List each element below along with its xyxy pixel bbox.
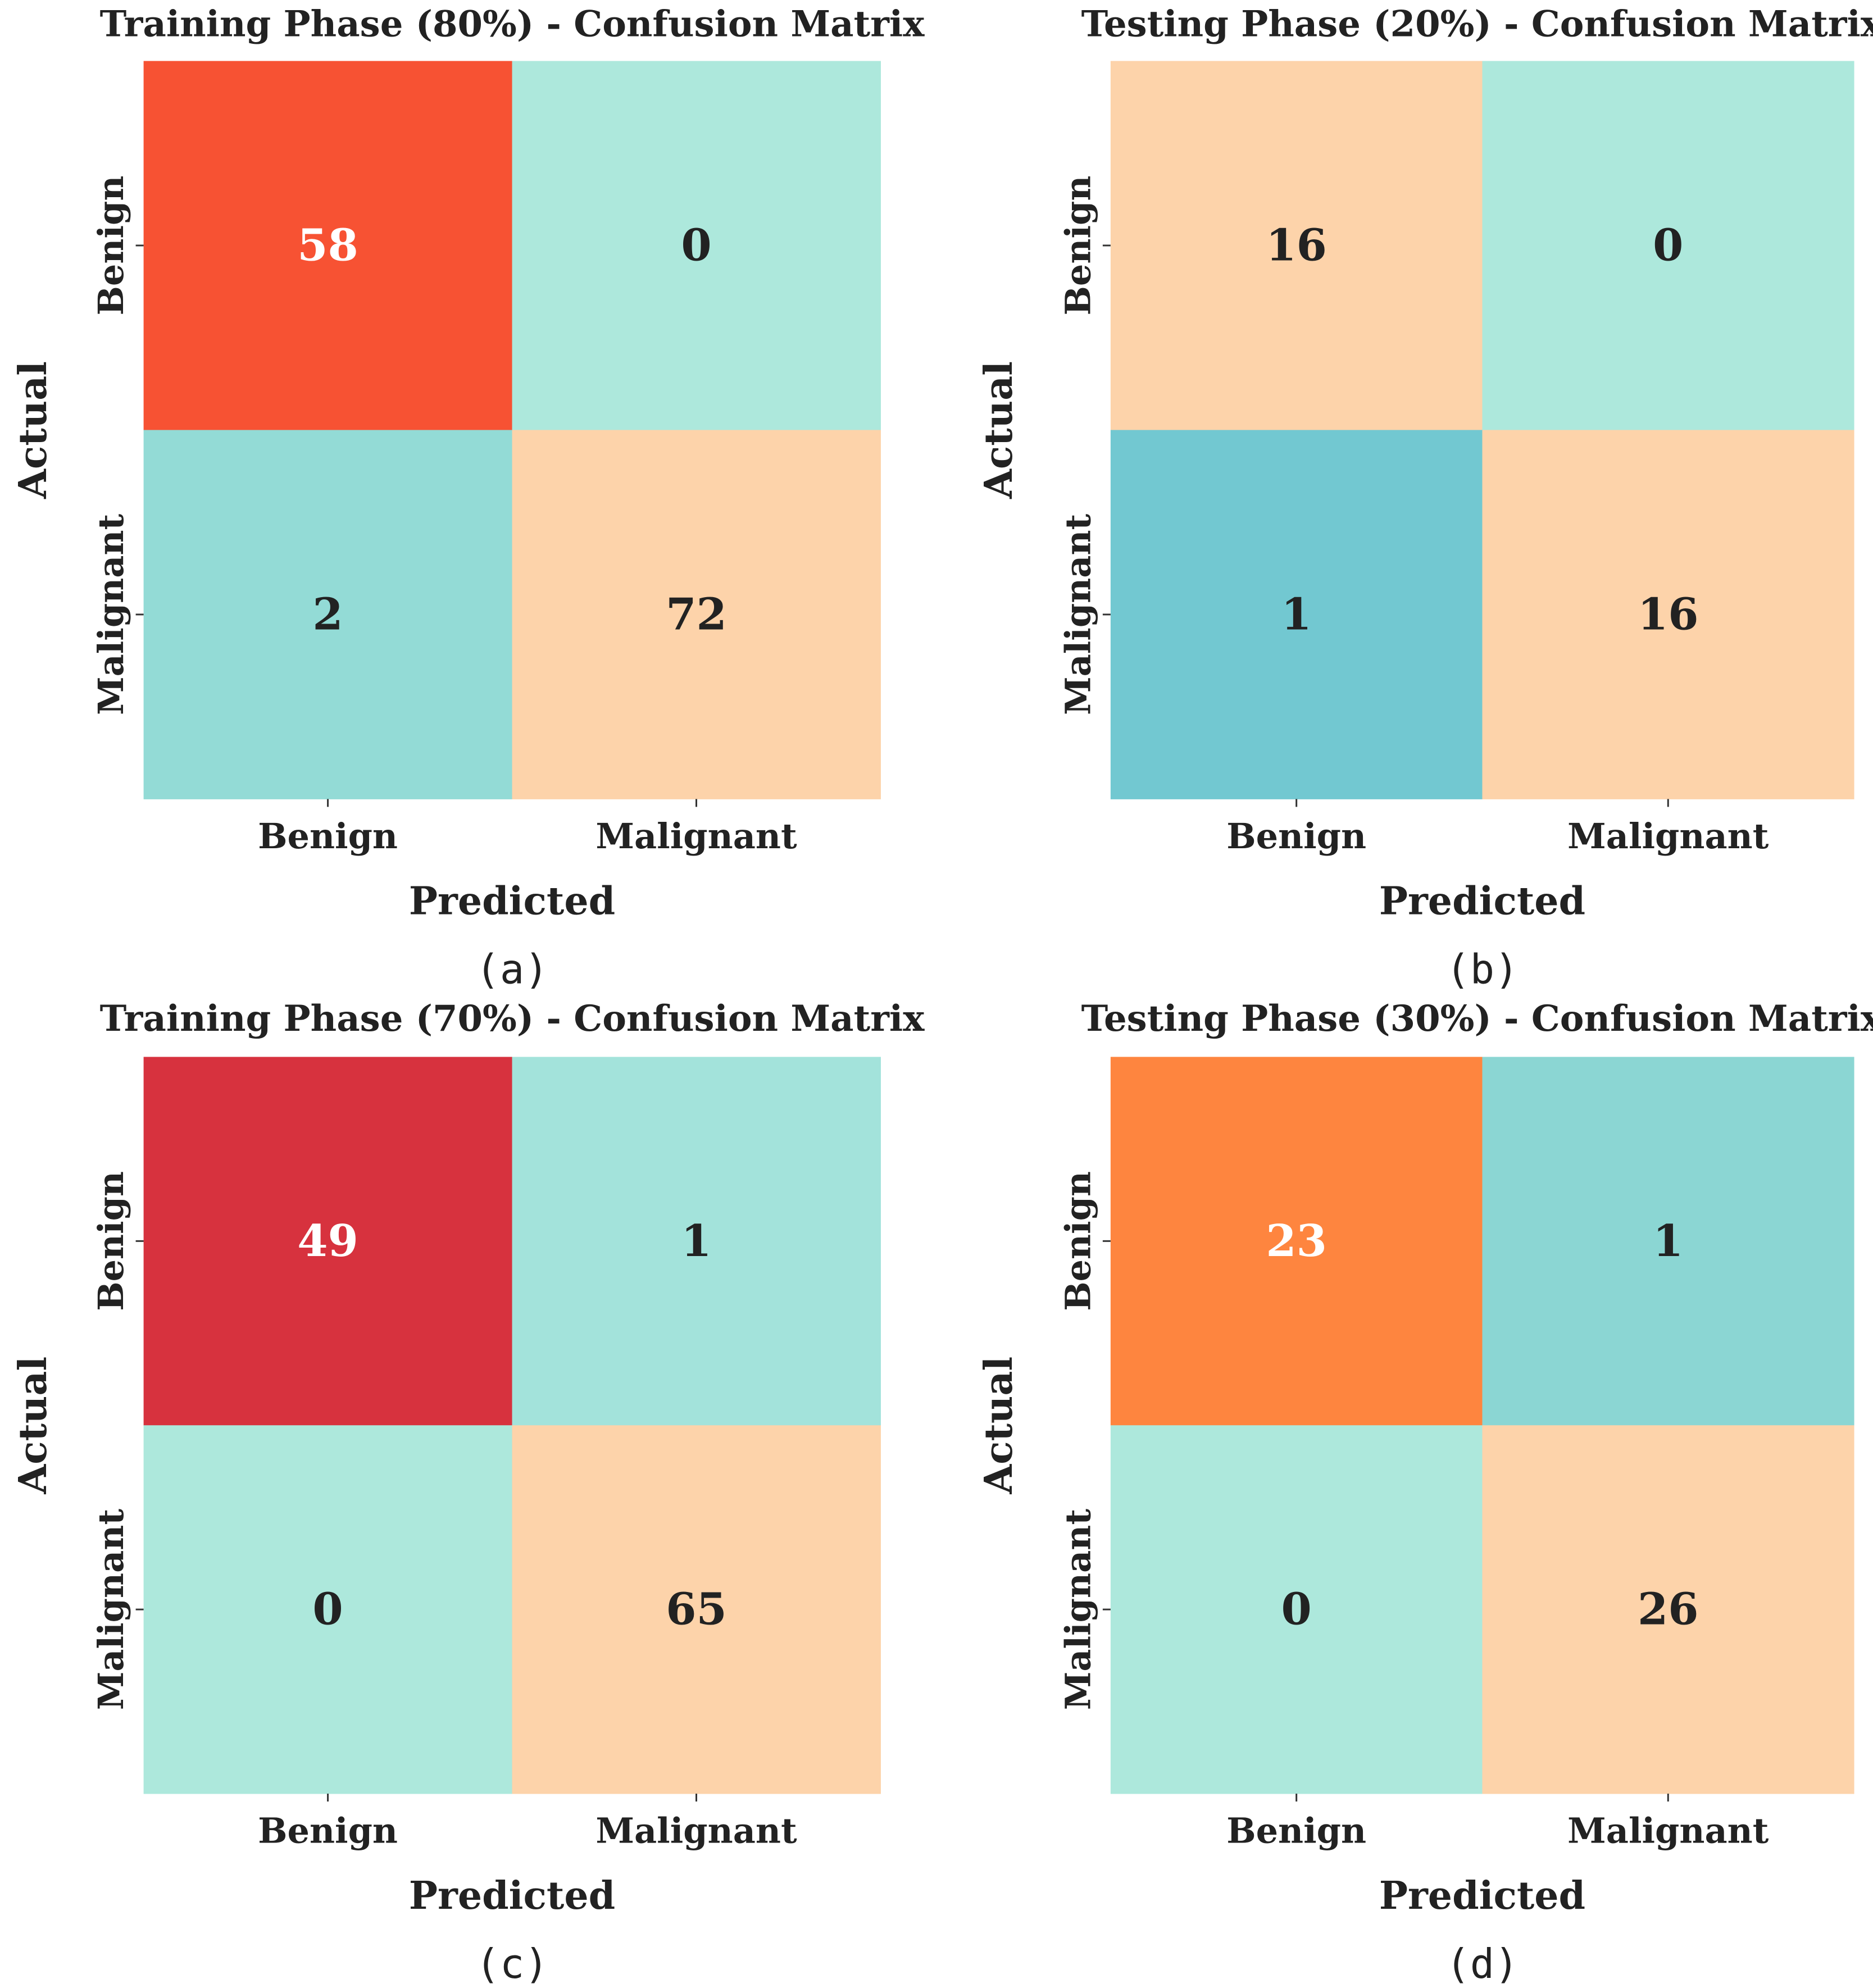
panel-a-caption: (a): [476, 945, 549, 993]
panel-b-ytick-label-0: Benign: [1057, 176, 1098, 316]
panel-d-xlabel: Predicted: [1379, 1873, 1585, 1918]
panel-c-ytick-label-0: Benign: [90, 1171, 131, 1311]
panel-c-xlabel: Predicted: [409, 1873, 615, 1918]
panel-b-title: Testing Phase (20%) - Confusion Matrix: [1081, 3, 1873, 45]
panel-c-cell-0-0: [143, 1057, 513, 1426]
panel-b-cell-0-1: [1482, 61, 1854, 430]
panel-d-ytick-label-0: Benign: [1057, 1171, 1098, 1311]
panel-a-value-0-1: 0: [681, 220, 711, 271]
panel-b-xtick-label-1: Malignant: [1567, 816, 1769, 857]
panel-c-ylabel: Actual: [11, 1357, 56, 1495]
panel-b-value-1-1: 16: [1638, 589, 1699, 640]
panel-a-value-0-0: 58: [297, 220, 358, 271]
panel-b-value-0-0: 16: [1266, 220, 1327, 271]
panel-c-caption: (c): [476, 1940, 549, 1987]
panel-b-xlabel: Predicted: [1379, 879, 1585, 924]
panel-d-xtick-label-0: Benign: [1226, 1810, 1366, 1851]
panel-c-xtick-label-1: Malignant: [595, 1810, 797, 1851]
panel-d-value-1-1: 26: [1638, 1584, 1699, 1635]
panel-d-cell-1-0: [1110, 1425, 1483, 1794]
panel-d-value-0-0: 23: [1266, 1216, 1327, 1267]
panel-b-value-0-1: 0: [1653, 220, 1683, 271]
panel-b-xtick-label-0: Benign: [1226, 816, 1366, 857]
panel-d-ylabel: Actual: [976, 1357, 1021, 1495]
panel-b-value-1-0: 1: [1281, 589, 1312, 640]
panel-a-cell-0-0: [143, 61, 513, 430]
panel-c-cell-1-0: [143, 1425, 513, 1794]
panel-a-cell-1-1: [512, 430, 881, 799]
panel-c-ytick-label-1: Malignant: [90, 1509, 131, 1711]
panel-b-ytick-label-1: Malignant: [1057, 513, 1098, 715]
panel-c-value-0-1: 1: [681, 1216, 711, 1267]
panel-a-xtick-label-1: Malignant: [595, 816, 797, 857]
panel-a-cell-1-0: [143, 430, 513, 799]
panel-a-title: Training Phase (80%) - Confusion Matrix: [100, 3, 925, 45]
panel-a-ytick-label-0: Benign: [90, 176, 131, 316]
panel-b-cell-1-1: [1482, 430, 1854, 799]
panel-a-ytick-label-1: Malignant: [90, 513, 131, 715]
panel-d-value-1-0: 0: [1281, 1584, 1312, 1635]
panel-c-value-1-0: 0: [312, 1584, 343, 1635]
panel-c-cell-1-1: [512, 1425, 881, 1794]
panel-d-xtick-label-1: Malignant: [1567, 1810, 1769, 1851]
panel-d-caption: (d): [1445, 1940, 1519, 1987]
panel-c-cell-0-1: [512, 1057, 881, 1426]
panel-c-xtick-label-0: Benign: [258, 1810, 398, 1851]
panel-a-xlabel: Predicted: [409, 879, 615, 924]
panel-a-xtick-label-0: Benign: [258, 816, 398, 857]
panel-d-ytick-label-1: Malignant: [1057, 1509, 1098, 1711]
panel-c-value-1-1: 65: [666, 1584, 727, 1635]
panel-b-cell-1-0: [1110, 430, 1483, 799]
panel-a-cell-0-1: [512, 61, 881, 430]
panel-d-cell-1-1: [1482, 1425, 1854, 1794]
panel-b-ylabel: Actual: [976, 361, 1021, 499]
panel-c-value-0-0: 49: [297, 1216, 358, 1267]
panel-b-cell-0-0: [1110, 61, 1483, 430]
panel-d-cell-0-1: [1482, 1057, 1854, 1426]
panel-d-value-0-1: 1: [1653, 1216, 1683, 1267]
panel-d-title: Testing Phase (30%) - Confusion Matrix: [1081, 998, 1873, 1040]
panel-a-value-1-0: 2: [312, 589, 343, 640]
panel-d-cell-0-0: [1110, 1057, 1483, 1426]
panel-b-caption: (b): [1445, 945, 1519, 993]
panel-c-title: Training Phase (70%) - Confusion Matrix: [100, 998, 925, 1040]
panel-a-ylabel: Actual: [11, 361, 56, 499]
panel-a-value-1-1: 72: [666, 589, 727, 640]
